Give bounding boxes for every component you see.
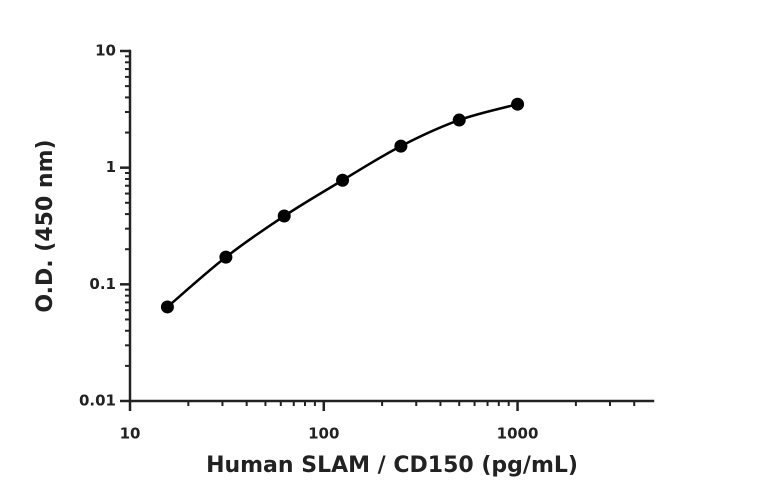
data-point — [452, 113, 466, 127]
y-tick-label: 0.1 — [89, 275, 116, 293]
data-point — [160, 300, 174, 314]
data-point — [277, 209, 291, 223]
x-tick-label: 100 — [308, 425, 339, 443]
y-tick-label: 0.01 — [79, 392, 116, 410]
data-point — [219, 250, 233, 264]
y-tick-label: 10 — [95, 42, 116, 60]
data-point — [336, 173, 350, 187]
fit-curve — [166, 102, 518, 308]
x-tick-label: 1000 — [497, 425, 539, 443]
data-point — [394, 139, 408, 153]
x-axis-label: Human SLAM / CD150 (pg/mL) — [206, 453, 578, 478]
y-tick-label: 1 — [106, 158, 116, 176]
x-tick-label: 10 — [120, 425, 141, 443]
data-point — [511, 97, 525, 111]
y-axis-label: O.D. (450 nm) — [33, 139, 58, 312]
